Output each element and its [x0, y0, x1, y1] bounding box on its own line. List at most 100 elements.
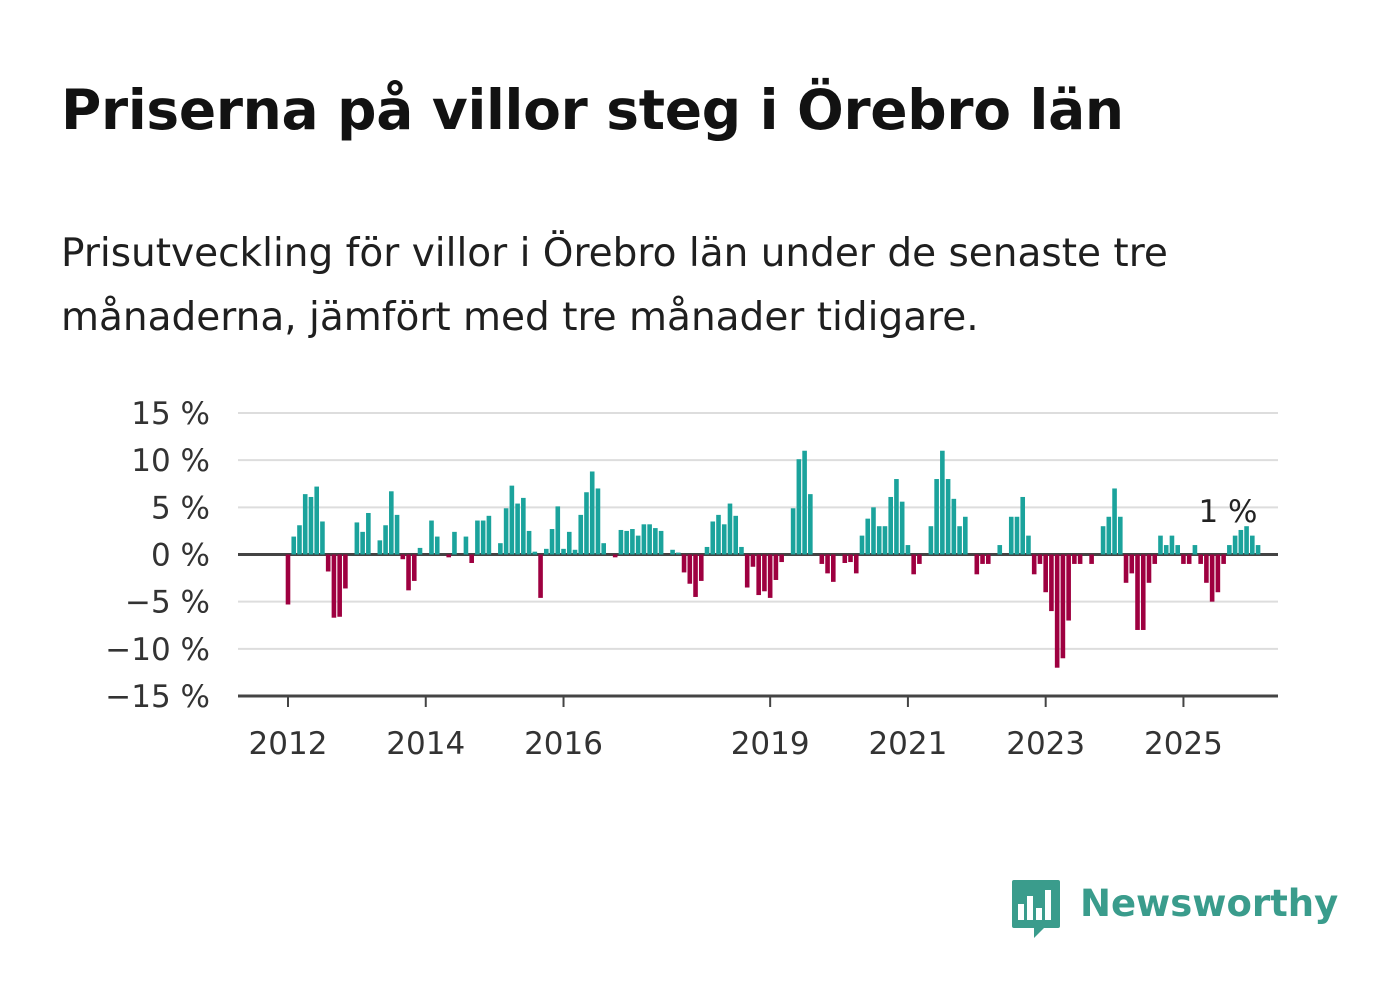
bar — [285, 554, 291, 605]
bar — [1060, 554, 1066, 659]
bar — [1221, 554, 1226, 564]
bar — [630, 529, 635, 555]
bar — [710, 521, 716, 555]
bar — [641, 524, 647, 555]
bar — [928, 526, 934, 555]
bar — [325, 554, 331, 572]
bar — [853, 554, 859, 574]
bar — [957, 526, 962, 555]
bar — [1112, 488, 1117, 555]
bar — [446, 554, 452, 558]
bar — [876, 526, 882, 555]
bar — [555, 506, 561, 555]
bar — [911, 554, 916, 575]
bar — [676, 552, 681, 555]
bar — [532, 551, 538, 555]
bar — [825, 554, 830, 574]
bar — [687, 554, 693, 584]
bar — [400, 554, 406, 560]
bar — [521, 497, 526, 555]
y-axis-labels: 15 % 10 % 5 % 0 % −5 % −10 % −15 % — [105, 396, 210, 715]
brand-name: Newsworthy — [1080, 882, 1339, 925]
bar — [572, 549, 578, 555]
bar — [297, 525, 302, 555]
bar — [1043, 554, 1048, 593]
bar — [790, 508, 796, 555]
bar — [1135, 554, 1140, 630]
bar — [894, 479, 899, 555]
bar — [658, 530, 664, 555]
bar — [544, 548, 549, 555]
bar — [1250, 535, 1255, 555]
bar — [842, 554, 848, 563]
y-tick-label: −5 % — [125, 585, 210, 621]
bar — [434, 536, 440, 555]
bar — [308, 496, 314, 555]
x-tick-label: 2021 — [868, 726, 947, 762]
bar — [934, 479, 939, 555]
bar — [1037, 554, 1043, 564]
bar — [848, 554, 853, 563]
bar — [566, 531, 572, 555]
bar — [1244, 526, 1249, 555]
bar — [773, 554, 779, 580]
bar — [940, 450, 945, 555]
bar — [515, 503, 520, 555]
bar — [762, 554, 767, 592]
bar — [589, 471, 595, 555]
bar — [756, 554, 761, 596]
bar — [394, 514, 400, 555]
bar — [612, 554, 618, 558]
bar — [331, 554, 337, 618]
bar — [733, 515, 739, 555]
y-tick-label: 10 % — [131, 443, 210, 479]
bar — [704, 546, 710, 555]
bar — [1129, 554, 1135, 574]
bar — [314, 486, 319, 555]
bar — [463, 536, 469, 555]
bar — [1054, 554, 1060, 668]
bar — [509, 485, 515, 555]
bar — [1118, 516, 1123, 555]
bar — [716, 514, 721, 555]
bar — [750, 554, 756, 567]
bar — [647, 524, 652, 555]
bar — [1198, 554, 1203, 564]
bar — [888, 496, 893, 555]
x-tick-label: 2019 — [731, 726, 810, 762]
bar — [343, 554, 348, 589]
bar — [739, 546, 744, 555]
bar — [291, 536, 297, 555]
bar — [808, 494, 813, 555]
bar — [1181, 554, 1186, 564]
bar — [974, 554, 980, 575]
bar — [498, 543, 503, 555]
bar — [429, 520, 434, 555]
bar — [354, 522, 360, 555]
bar — [859, 535, 865, 555]
bar — [595, 488, 601, 555]
bar — [1227, 545, 1232, 555]
bar — [1175, 545, 1180, 555]
y-tick-label: −10 % — [105, 632, 210, 668]
bar — [1020, 496, 1026, 555]
bar — [475, 520, 480, 555]
y-tick-label: 5 % — [151, 490, 210, 526]
bar — [1215, 554, 1221, 593]
bar — [389, 491, 394, 555]
bar — [1255, 545, 1261, 555]
bar — [1238, 529, 1244, 555]
bar — [1163, 545, 1169, 555]
bar — [1192, 545, 1198, 555]
last-value-label: 1 % — [1198, 494, 1257, 530]
bar — [1152, 554, 1158, 564]
bar — [561, 548, 566, 555]
bar — [951, 498, 957, 555]
bar — [1158, 535, 1163, 555]
bar — [698, 554, 704, 581]
y-tick-label: 15 % — [131, 396, 210, 432]
bar — [1140, 554, 1146, 630]
bar — [1106, 516, 1112, 555]
bar — [693, 554, 698, 597]
